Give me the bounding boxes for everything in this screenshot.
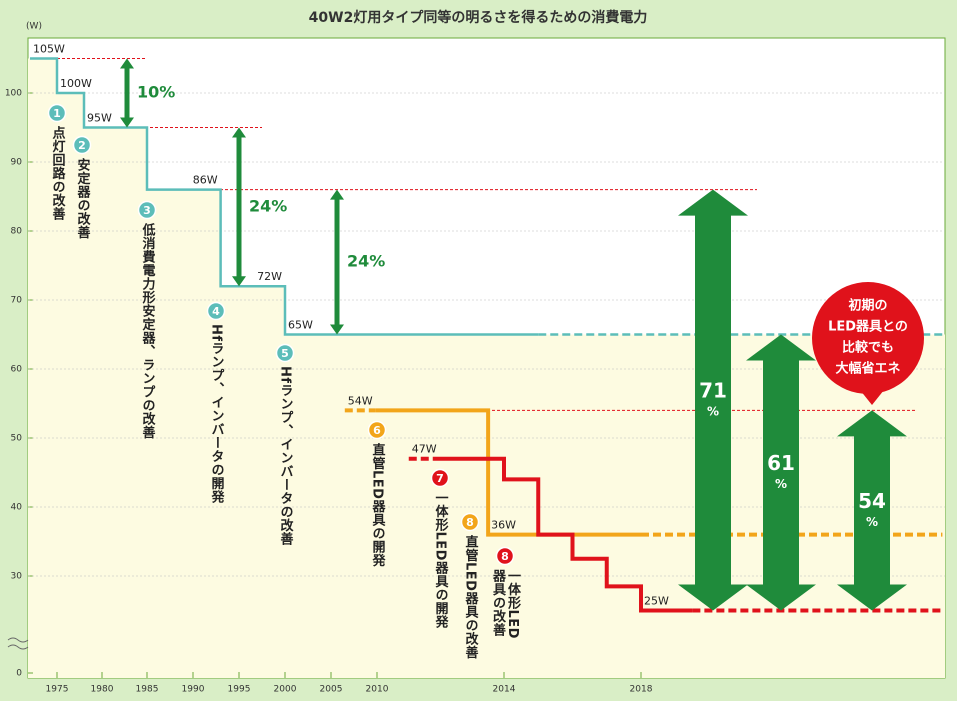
arrow <box>746 334 816 611</box>
x-tick-label: 1995 <box>228 685 251 695</box>
x-tick-label: 1990 <box>182 685 205 695</box>
value-label: 95W <box>87 112 112 125</box>
value-label: 100W <box>60 77 92 90</box>
step-number: 4 <box>212 305 220 318</box>
y-tick-label: 70 <box>11 296 23 306</box>
arrow-label: 24% <box>347 252 385 271</box>
value-label: 105W <box>33 43 65 56</box>
step-number: 8 <box>501 550 509 563</box>
y-tick-label: 30 <box>11 572 23 582</box>
x-tick-label: 2005 <box>320 685 343 695</box>
x-tick-label: 1985 <box>136 685 159 695</box>
step-label: 低消費電力形安定器、ランプの改善 <box>139 223 155 439</box>
y-tick-label: 80 <box>11 227 23 237</box>
step-badge <box>137 200 157 220</box>
step-number: 1 <box>53 107 61 120</box>
step-label: Hfランプ、インバータの開発 <box>208 324 224 504</box>
arrow-label: 61 <box>767 451 795 475</box>
step-label: 点灯回路の改善 <box>49 126 65 221</box>
x-tick-label: 1980 <box>91 685 114 695</box>
arrow-label: 24% <box>249 196 287 215</box>
step-label: Hfランプ、インバータの改善 <box>277 366 293 546</box>
value-label: 47W <box>412 443 437 456</box>
step-label: 直管LED器具の改善 <box>462 535 478 659</box>
step-label: 一体形LED器具の改善 <box>490 569 520 639</box>
step-number: 5 <box>281 347 289 360</box>
step-line <box>30 57 539 336</box>
x-tick-label: 2010 <box>366 685 389 695</box>
arrow <box>837 410 907 611</box>
arrow-label: 71 <box>699 379 727 403</box>
step-badge <box>206 301 226 321</box>
arrow <box>330 189 344 335</box>
step-label: 安定器の改善 <box>74 158 90 239</box>
arrow-label-unit: % <box>775 477 787 491</box>
x-tick-label: 2018 <box>630 685 653 695</box>
arrow <box>232 127 246 287</box>
y-tick-label: 40 <box>11 503 23 513</box>
y-tick-label: 100 <box>5 89 22 99</box>
value-label: 86W <box>193 174 218 187</box>
arrow-label: 54 <box>858 489 886 513</box>
value-label: 25W <box>644 595 669 608</box>
arrow <box>120 58 134 128</box>
step-badge <box>460 512 480 532</box>
arrow-label: 10% <box>137 83 175 102</box>
arrow-label-unit: % <box>866 515 878 529</box>
step-badge <box>72 135 92 155</box>
arrow-label-unit: % <box>707 405 719 419</box>
step-badge <box>275 343 295 363</box>
step-number: 6 <box>373 424 381 437</box>
callout-text: LED器具との <box>828 320 908 335</box>
x-tick-label: 2014 <box>493 685 516 695</box>
y-tick-label: 90 <box>11 158 23 168</box>
y-tick-label: 60 <box>11 365 23 375</box>
y-axis-label: (W) <box>26 22 42 32</box>
step-number: 8 <box>466 516 474 529</box>
callout-text: 比較でも <box>842 340 894 356</box>
step-label: 一体形LED器具の開発 <box>432 491 448 629</box>
x-tick-label: 1975 <box>46 685 69 695</box>
step-badge <box>367 420 387 440</box>
value-label: 54W <box>348 394 373 407</box>
y-tick-label: 0 <box>16 669 22 679</box>
value-label: 72W <box>257 270 282 283</box>
step-line <box>440 456 693 613</box>
step-badge <box>495 546 515 566</box>
callout-text: 大幅省エネ <box>835 361 900 377</box>
x-tick-label: 2000 <box>274 685 297 695</box>
value-label: 65W <box>288 319 313 332</box>
step-number: 2 <box>78 139 86 152</box>
step-badge <box>430 468 450 488</box>
step-number: 3 <box>143 204 151 217</box>
y-tick-label: 50 <box>11 434 23 444</box>
chart-title: 40W2灯用タイプ同等の明るさを得るための消費電力 <box>309 9 648 26</box>
step-number: 7 <box>436 472 444 485</box>
callout-text: 初期の <box>848 298 887 314</box>
arrow <box>678 189 748 611</box>
step-badge <box>47 103 67 123</box>
value-label: 36W <box>491 519 516 532</box>
axis-break <box>7 637 29 650</box>
callout-bubble <box>812 282 924 394</box>
step-label: 直管LED器具の開発 <box>369 443 385 567</box>
